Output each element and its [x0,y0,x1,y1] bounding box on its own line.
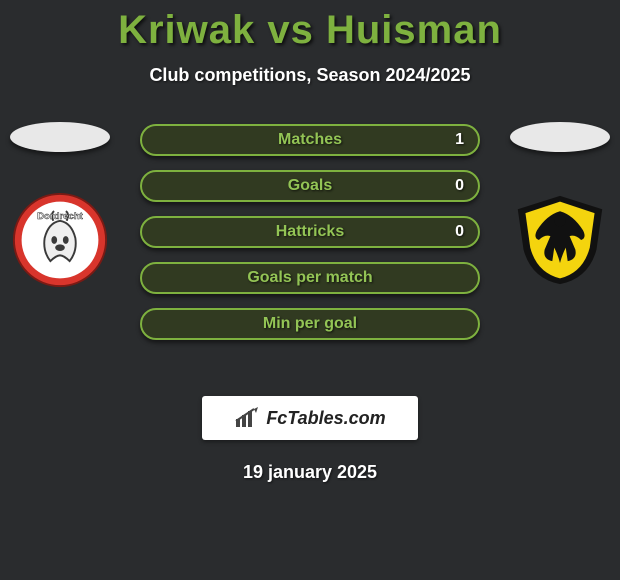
stat-label: Min per goal [263,315,357,333]
bar-chart-icon [234,407,260,429]
stat-bar: Goals 0 [140,170,480,202]
player-right-column [500,116,620,288]
stat-label: Goals [288,177,332,195]
watermark-text: FcTables.com [266,408,385,429]
stat-bar: Goals per match [140,262,480,294]
stat-bar: Matches 1 [140,124,480,156]
comparison-panel: Dordrecht Matches1Goals0Hattricks0Goals … [0,116,620,376]
stat-right-value: 1 [455,131,464,149]
page-title: Kriwak vs Huisman [0,0,620,53]
subtitle: Club competitions, Season 2024/2025 [0,65,620,86]
stat-label: Hattricks [276,223,344,241]
club-left-name: Dordrecht [37,211,84,222]
stat-bar: Min per goal [140,308,480,340]
club-badge-right [512,192,608,288]
stat-right-value: 0 [455,177,464,195]
stat-bar: Hattricks 0 [140,216,480,248]
player-right-avatar-placeholder [510,122,610,152]
stat-label: Matches [278,131,342,149]
stat-right-value: 0 [455,223,464,241]
watermark: FcTables.com [202,396,418,440]
stat-bars: Matches 1 Goals 0 Hattricks 0 Goals per match M… [140,124,480,340]
stat-label: Goals per match [247,269,372,287]
club-badge-left: Dordrecht [12,192,108,288]
player-left-avatar-placeholder [10,122,110,152]
player-left-column: Dordrecht [0,116,120,288]
date: 19 january 2025 [0,462,620,483]
